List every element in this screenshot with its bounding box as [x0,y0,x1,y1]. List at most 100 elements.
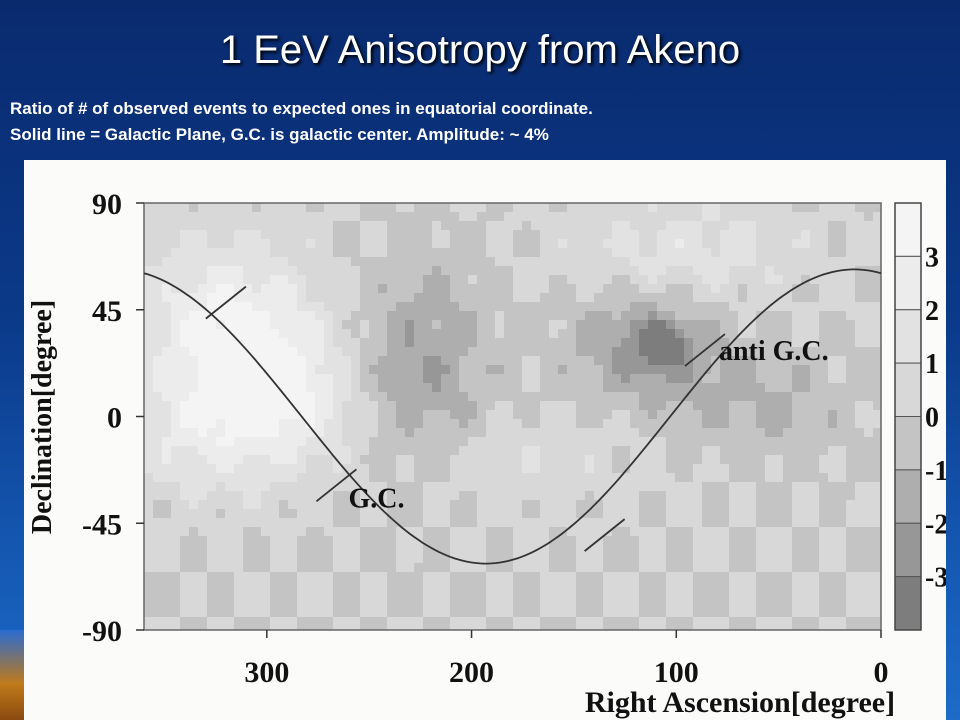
heatmap-cell [594,338,604,348]
heatmap-cell [153,500,163,510]
heatmap-cell [180,347,190,357]
heatmap-cell [801,284,811,294]
heatmap-cell [495,572,505,582]
heatmap-cell [810,365,820,375]
heatmap-cell [297,482,307,492]
heatmap-cell [630,581,640,591]
heatmap-cell [405,356,415,366]
heatmap-cell [720,383,730,393]
heatmap-cell [612,410,622,420]
heatmap-cell [837,491,847,501]
heatmap-cell [585,266,595,276]
heatmap-cell [198,545,208,555]
heatmap-cell [522,266,532,276]
heatmap-cell [675,518,685,528]
heatmap-cell [585,572,595,582]
heatmap-cell [243,509,253,519]
heatmap-cell [504,437,514,447]
heatmap-cell [405,626,415,631]
heatmap-cell [288,572,298,582]
heatmap-cell [738,419,748,429]
heatmap-cell [828,383,838,393]
heatmap-cell [648,212,658,222]
heatmap-cell [621,518,631,528]
heatmap-cell [639,239,649,249]
heatmap-cell [711,482,721,492]
heatmap-cell [450,392,460,402]
heatmap-cell [540,275,550,285]
heatmap-cell [792,608,802,618]
heatmap-cell [432,338,442,348]
heatmap-cell [819,536,829,546]
heatmap-cell [432,599,442,609]
heatmap-cell [423,428,433,438]
heatmap-cell [477,455,487,465]
heatmap-cell [639,464,649,474]
heatmap-cell [522,401,532,411]
heatmap-cell [837,581,847,591]
heatmap-cell [576,473,586,483]
heatmap-cell [261,392,271,402]
heatmap-cell [297,455,307,465]
heatmap-cell [792,545,802,555]
heatmap-cell [243,500,253,510]
heatmap-cell [873,554,882,564]
heatmap-cell [288,374,298,384]
heatmap-cell [270,473,280,483]
heatmap-cell [540,563,550,573]
heatmap-cell [216,608,226,618]
heatmap-cell [297,356,307,366]
heatmap-cell [603,329,613,339]
heatmap-cell [486,203,496,213]
heatmap-cell [720,428,730,438]
heatmap-cell [666,338,676,348]
heatmap-cell [279,437,289,447]
heatmap-cell [216,392,226,402]
heatmap-cell [567,212,577,222]
heatmap-cell [396,401,406,411]
heatmap-cell [180,356,190,366]
heatmap-cell [819,230,829,240]
heatmap-cell [531,419,541,429]
heatmap-cell [414,599,424,609]
heatmap-cell [351,230,361,240]
heatmap-cell [810,428,820,438]
heatmap-cell [549,293,559,303]
heatmap-cell [243,266,253,276]
heatmap-cell [666,572,676,582]
heatmap-cell [351,203,361,213]
heatmap-cell [639,545,649,555]
heatmap-cell [198,347,208,357]
heatmap-cell [459,356,469,366]
heatmap-cell [675,572,685,582]
heatmap-cell [711,527,721,537]
heatmap-cell [216,446,226,456]
heatmap-cell [459,464,469,474]
heatmap-cell [396,554,406,564]
heatmap-cell [864,554,874,564]
heatmap-cell [792,320,802,330]
heatmap-cell [792,212,802,222]
heatmap-cell [801,275,811,285]
heatmap-cell [198,284,208,294]
heatmap-cell [414,545,424,555]
heatmap-cell [477,239,487,249]
heatmap-cell [711,248,721,258]
heatmap-cell [378,536,388,546]
heatmap-cell [207,257,217,267]
heatmap-cell [828,464,838,474]
heatmap-cell [738,428,748,438]
heatmap-cell [477,500,487,510]
heatmap-cell [756,536,766,546]
heatmap-cell [612,248,622,258]
heatmap-cell [765,509,775,519]
heatmap-cell [585,491,595,501]
heatmap-cell [414,527,424,537]
heatmap-cell [360,446,370,456]
heatmap-cell [783,545,793,555]
heatmap-cell [459,536,469,546]
heatmap-cell [279,230,289,240]
heatmap-cell [450,410,460,420]
heatmap-cell [675,257,685,267]
heatmap-cell [144,617,154,627]
